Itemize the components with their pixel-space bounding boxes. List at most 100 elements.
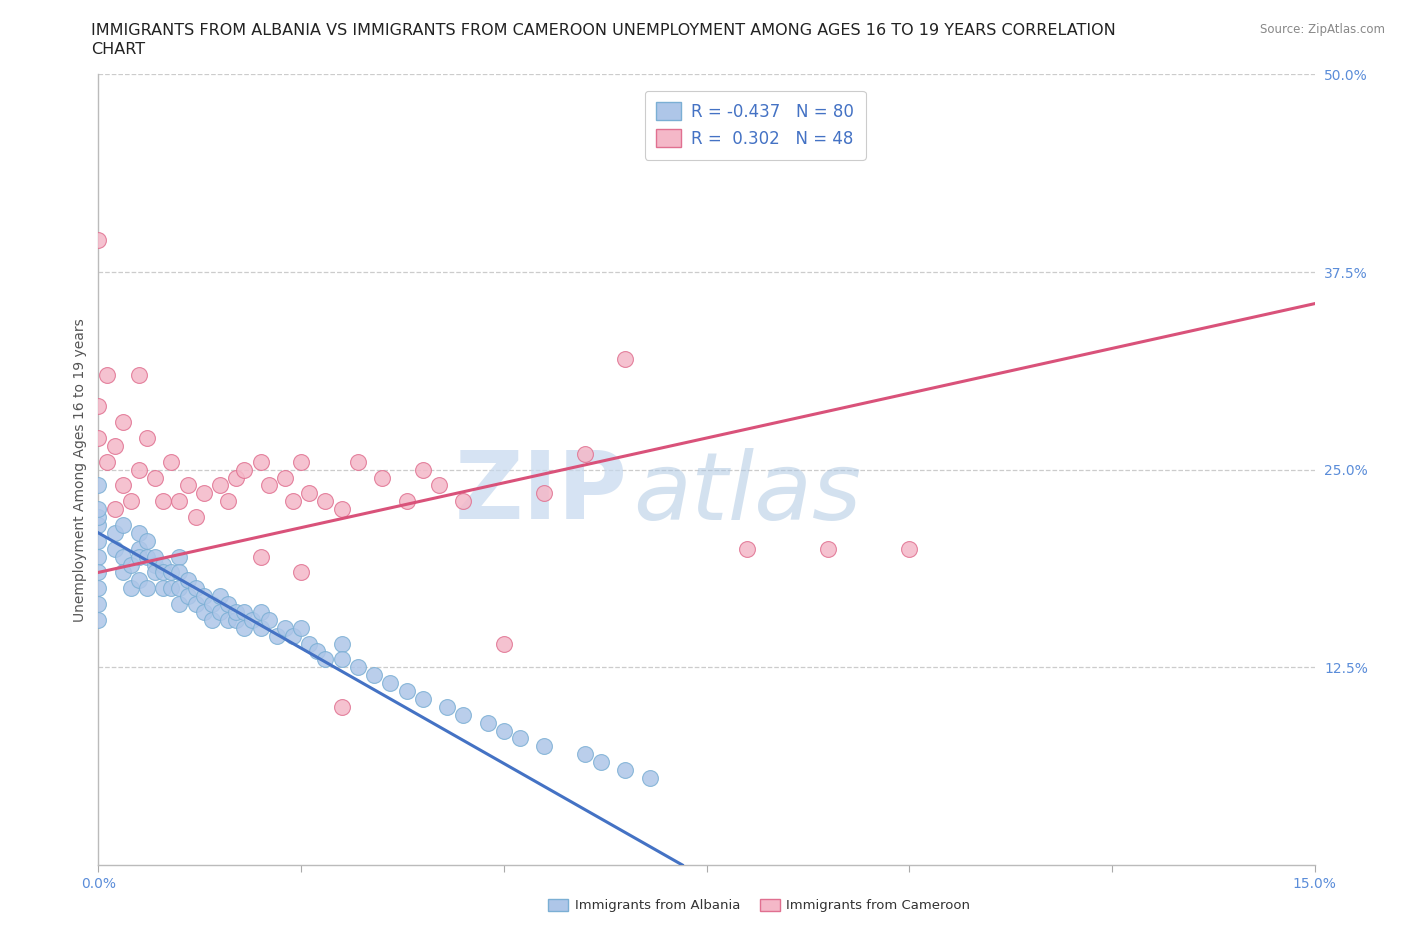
Point [217, 613, 239, 628]
Point [111, 565, 134, 580]
Point [128, 573, 150, 588]
Point [128, 367, 150, 382]
Point [233, 620, 256, 635]
Point [453, 494, 475, 509]
Point [225, 613, 247, 628]
Point [87, 510, 110, 525]
Point [314, 652, 336, 667]
Point [307, 644, 329, 658]
Point [209, 589, 232, 604]
Point [160, 454, 183, 469]
Point [152, 557, 174, 572]
Point [274, 620, 297, 635]
Point [614, 352, 637, 366]
Point [87, 565, 110, 580]
Point [104, 541, 127, 556]
Point [184, 597, 207, 612]
Point [193, 485, 215, 500]
Point [233, 462, 256, 477]
Point [412, 462, 434, 477]
Point [143, 471, 166, 485]
Point [347, 660, 370, 675]
Point [298, 485, 321, 500]
Point [96, 454, 118, 469]
Point [330, 636, 353, 651]
Point [128, 462, 150, 477]
Point [120, 494, 142, 509]
Point [169, 494, 191, 509]
Point [176, 589, 198, 604]
Point [87, 534, 110, 549]
Point [152, 565, 174, 580]
Point [817, 541, 839, 556]
Point [330, 699, 353, 714]
Point [395, 494, 418, 509]
Point [87, 431, 110, 445]
Point [453, 707, 475, 722]
Point [87, 580, 110, 596]
Point [395, 684, 418, 698]
Point [184, 510, 207, 525]
Point [436, 699, 458, 714]
Point [111, 517, 134, 532]
Point [492, 636, 515, 651]
Point [638, 770, 661, 785]
Point [298, 636, 321, 651]
Point [87, 232, 110, 247]
Point [136, 580, 159, 596]
Text: IMMIGRANTS FROM ALBANIA VS IMMIGRANTS FROM CAMEROON UNEMPLOYMENT AMONG AGES 16 T: IMMIGRANTS FROM ALBANIA VS IMMIGRANTS FR… [91, 23, 1116, 38]
Point [242, 613, 264, 628]
Point [233, 604, 256, 619]
Point [143, 565, 166, 580]
Point [266, 629, 288, 644]
Point [169, 580, 191, 596]
Point [120, 580, 142, 596]
Point [176, 478, 198, 493]
Point [136, 534, 159, 549]
Point [87, 399, 110, 414]
Point [128, 525, 150, 540]
Point [735, 541, 758, 556]
Point [257, 613, 280, 628]
Y-axis label: Unemployment Among Ages 16 to 19 years: Unemployment Among Ages 16 to 19 years [73, 318, 87, 621]
Point [201, 613, 224, 628]
Point [136, 431, 159, 445]
Point [104, 439, 127, 454]
Point [87, 613, 110, 628]
Point [412, 692, 434, 707]
Text: CHART: CHART [91, 42, 145, 57]
Point [330, 502, 353, 517]
Point [249, 604, 271, 619]
Point [104, 525, 127, 540]
Point [427, 478, 450, 493]
Point [104, 502, 127, 517]
Point [217, 597, 239, 612]
Point [533, 738, 555, 753]
Point [193, 589, 215, 604]
Legend: Immigrants from Albania, Immigrants from Cameroon: Immigrants from Albania, Immigrants from… [541, 892, 977, 919]
Point [371, 471, 394, 485]
Point [290, 454, 312, 469]
Point [217, 494, 239, 509]
Point [290, 620, 312, 635]
Point [111, 549, 134, 564]
Point [176, 573, 198, 588]
Point [574, 446, 596, 461]
Point [477, 715, 499, 730]
Point [492, 724, 515, 738]
Point [249, 454, 271, 469]
Point [152, 494, 174, 509]
Point [143, 557, 166, 572]
Point [533, 485, 555, 500]
Point [380, 675, 402, 690]
Point [614, 763, 637, 777]
Point [281, 629, 304, 644]
Point [152, 580, 174, 596]
Point [314, 494, 336, 509]
Legend: R = -0.437   N = 80, R =  0.302   N = 48: R = -0.437 N = 80, R = 0.302 N = 48 [644, 90, 866, 160]
Point [193, 604, 215, 619]
Point [363, 668, 385, 683]
Point [128, 541, 150, 556]
Point [160, 580, 183, 596]
Point [111, 415, 134, 430]
